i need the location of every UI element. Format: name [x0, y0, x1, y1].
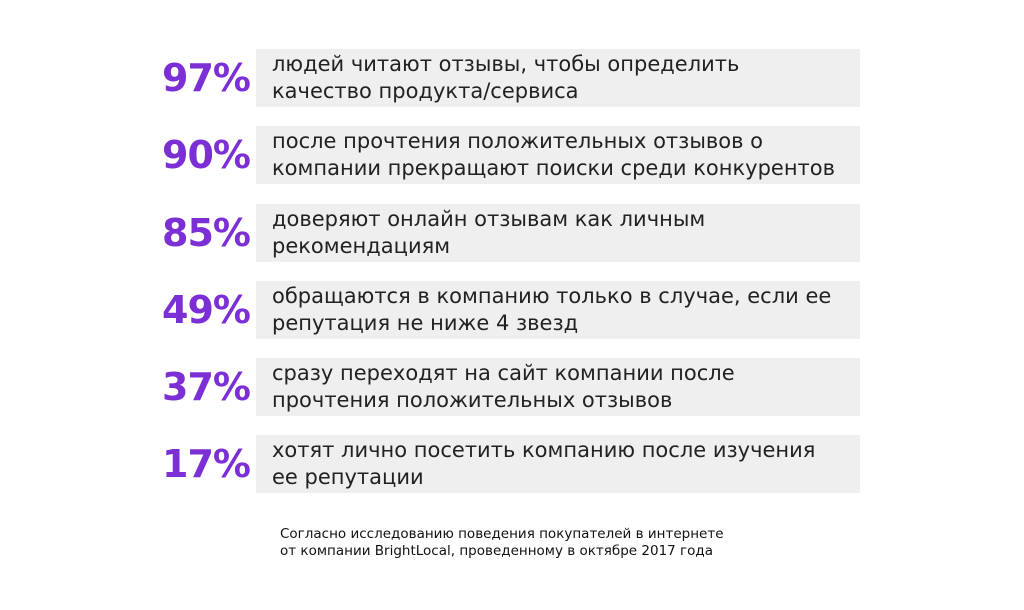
stat-percent: 97%	[162, 56, 251, 100]
stat-text: доверяют онлайн отзывам как личным реком…	[272, 207, 706, 258]
stat-box: сразу переходят на сайт компании после п…	[256, 358, 860, 416]
stat-row: 17% хотят лично посетить компанию после …	[0, 435, 1024, 493]
stat-text: хотят лично посетить компанию после изуч…	[272, 438, 816, 489]
stat-row: 37% сразу переходят на сайт компании пос…	[0, 358, 1024, 416]
source-line-2: от компании BrightLocal, проведенному в …	[280, 543, 714, 559]
stat-box: после прочтения положительных отзывов о …	[256, 126, 860, 184]
stat-box: обращаются в компанию только в случае, е…	[256, 281, 860, 339]
stat-row: 85% доверяют онлайн отзывам как личным р…	[0, 204, 1024, 262]
stat-percent: 90%	[162, 133, 251, 177]
source-note: Согласно исследованию поведения покупате…	[280, 526, 780, 560]
stat-text: людей читают отзывы, чтобы определить ка…	[272, 52, 740, 103]
stat-box: доверяют онлайн отзывам как личным реком…	[256, 204, 860, 262]
stat-box: хотят лично посетить компанию после изуч…	[256, 435, 860, 493]
stat-text: после прочтения положительных отзывов о …	[272, 129, 836, 180]
stat-percent: 49%	[162, 288, 251, 332]
stat-percent: 17%	[162, 442, 251, 486]
stat-row: 97% людей читают отзывы, чтобы определит…	[0, 49, 1024, 107]
stat-percent: 37%	[162, 365, 251, 409]
stat-text: сразу переходят на сайт компании после п…	[272, 361, 735, 412]
stat-box: людей читают отзывы, чтобы определить ка…	[256, 49, 860, 107]
stat-text: обращаются в компанию только в случае, е…	[272, 284, 832, 335]
stat-row: 49% обращаются в компанию только в случа…	[0, 281, 1024, 339]
stat-row: 90% после прочтения положительных отзыво…	[0, 126, 1024, 184]
stat-percent: 85%	[162, 211, 251, 255]
stats-list: 97% людей читают отзывы, чтобы определит…	[0, 49, 1024, 493]
source-line-1: Согласно исследованию поведения покупате…	[280, 526, 724, 542]
